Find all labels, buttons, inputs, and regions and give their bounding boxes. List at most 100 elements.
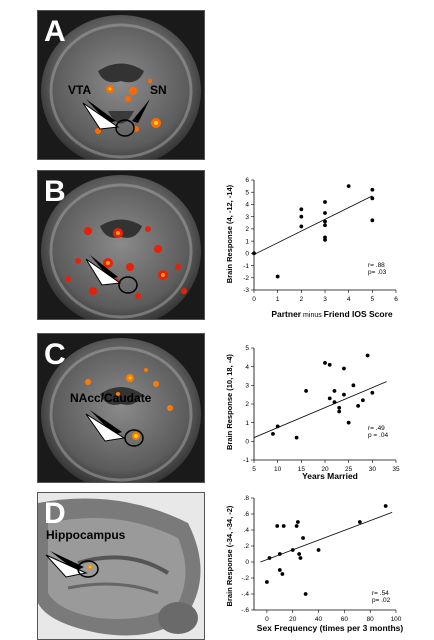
x-tick-label: 1 — [276, 296, 280, 303]
data-point — [327, 362, 332, 367]
y-axis-label: Brain Response (10, 18, -4) — [225, 354, 234, 450]
data-point — [370, 187, 375, 192]
roi-circle-icon — [124, 429, 144, 447]
brain-image-a: A VTA SN — [37, 10, 205, 160]
x-tick-label: 0 — [252, 296, 256, 303]
data-point — [370, 196, 375, 201]
data-point — [370, 218, 375, 223]
y-tick-label: -1 — [243, 263, 249, 270]
data-point — [297, 552, 302, 556]
brain-image-b: B — [37, 170, 205, 320]
y-tick-label: 0 — [245, 559, 249, 566]
data-point — [299, 207, 304, 212]
y-tick-label: -1 — [243, 457, 249, 464]
x-tick-label: 100 — [391, 616, 402, 623]
label-nacc-caudate: NAcc/Caudate — [70, 391, 152, 405]
roi-circle-icon — [115, 119, 135, 137]
data-point — [342, 366, 346, 371]
y-tick-label: -.6 — [241, 607, 249, 614]
x-axis-label: Sex Frequency (times per 3 months) — [257, 623, 404, 633]
data-point — [294, 435, 299, 440]
roi-circle-icon — [77, 560, 99, 578]
x-tick-label: 20 — [289, 616, 297, 623]
data-point — [357, 520, 362, 524]
data-point — [370, 390, 375, 395]
data-point — [332, 389, 337, 393]
stat-p: p= .03 — [368, 269, 387, 276]
arrow-sn-icon — [132, 99, 150, 123]
y-tick-label: -2 — [243, 275, 249, 282]
data-point — [301, 536, 305, 540]
y-tick-label: .6 — [244, 511, 250, 518]
data-point — [277, 568, 282, 572]
y-tick-label: 2 — [245, 401, 249, 408]
data-point — [304, 389, 308, 393]
data-point — [351, 383, 356, 388]
y-tick-label: 5 — [245, 189, 249, 196]
x-tick-label: 40 — [315, 616, 323, 623]
y-axis-label: Brain Response (-34, -34, -2) — [225, 505, 234, 606]
y-tick-label: 4 — [245, 364, 249, 371]
fit-line — [260, 512, 393, 563]
y-tick-label: -.2 — [241, 575, 249, 582]
arrow-black-icon — [86, 99, 116, 123]
arrow-white-icon — [85, 258, 122, 286]
x-tick-label: 2 — [300, 296, 304, 303]
y-tick-label: 1 — [245, 420, 249, 427]
x-tick-label: 80 — [367, 616, 375, 623]
data-point — [275, 524, 280, 528]
x-axis-label: Partner minus Friend IOS Score — [271, 309, 393, 319]
x-tick-label: 6 — [394, 296, 398, 303]
stat-r: r= .54 — [372, 590, 389, 597]
x-tick-label: 5 — [252, 466, 256, 473]
arrow-white-icon — [45, 554, 88, 578]
label-vta: VTA — [68, 83, 91, 97]
data-point — [360, 398, 365, 403]
data-point — [299, 224, 304, 229]
x-tick-label: 15 — [298, 466, 306, 473]
data-point — [275, 424, 280, 429]
fit-line — [253, 381, 387, 438]
y-tick-label: -3 — [243, 287, 249, 294]
x-tick-label: 10 — [274, 466, 282, 473]
data-point — [295, 520, 300, 524]
data-point — [327, 396, 332, 401]
data-point — [323, 361, 327, 365]
data-point — [298, 556, 303, 560]
data-point — [303, 592, 308, 596]
data-point — [323, 211, 327, 215]
data-point — [332, 400, 337, 405]
y-tick-label: 4 — [245, 202, 249, 209]
y-tick-label: 6 — [245, 177, 249, 184]
y-tick-label: .2 — [244, 543, 250, 550]
x-tick-label: 4 — [347, 296, 351, 303]
x-tick-label: 35 — [392, 466, 400, 473]
brain-image-c: C NAcc/Caudate — [37, 333, 205, 483]
y-tick-label: -.4 — [241, 591, 249, 598]
panel-letter-c: C — [44, 338, 66, 371]
scatter-plot-d: Brain Response (-34, -34, -2) Sex Freque… — [222, 488, 422, 638]
data-point — [275, 274, 280, 279]
panel-letter-b: B — [44, 175, 66, 208]
data-point — [277, 552, 282, 556]
panel-letter-d: D — [44, 497, 66, 530]
data-point — [323, 235, 327, 240]
data-point — [280, 572, 285, 576]
x-tick-label: 3 — [323, 296, 327, 303]
arrow-black-icon — [90, 410, 122, 435]
y-tick-label: .8 — [244, 495, 250, 502]
stat-r: r= .88 — [368, 262, 385, 269]
arrow-white-icon — [82, 102, 120, 130]
data-point — [365, 353, 370, 358]
scatter-plot-c: Brain Response (10, 18, -4) Years Marrie… — [222, 338, 422, 488]
data-point — [290, 548, 295, 552]
data-point — [356, 403, 361, 408]
data-point — [299, 214, 304, 219]
x-tick-label: 20 — [321, 466, 329, 473]
y-tick-label: 0 — [245, 439, 249, 446]
fit-line — [253, 195, 373, 255]
x-tick-label: 60 — [341, 616, 349, 623]
data-point — [323, 219, 327, 224]
data-point — [252, 251, 256, 256]
y-tick-label: 0 — [245, 251, 249, 258]
